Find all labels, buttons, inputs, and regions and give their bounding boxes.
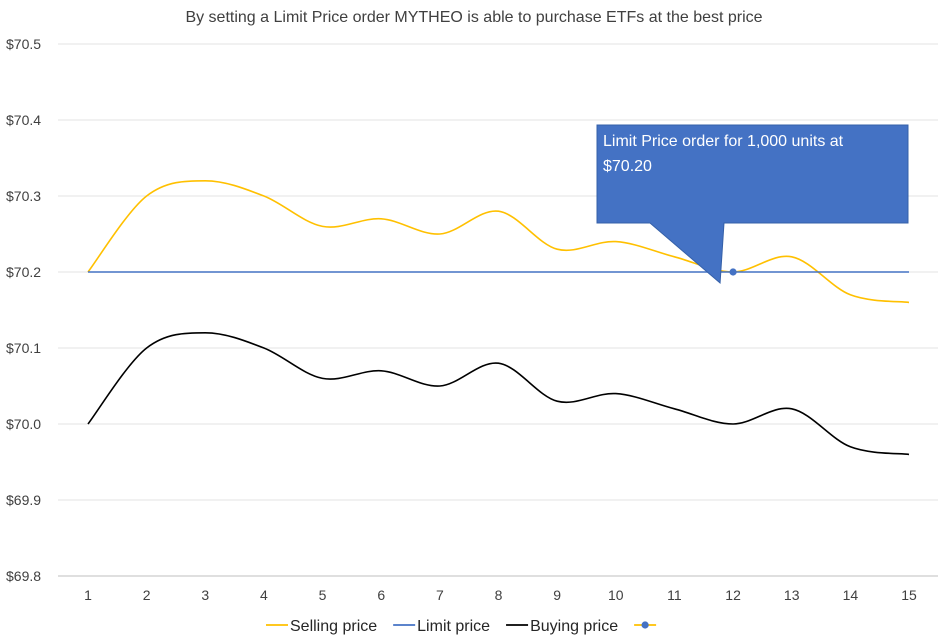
x-tick-label: 7	[436, 587, 444, 603]
x-tick-label: 6	[377, 587, 385, 603]
callout-text-line: Limit Price order for 1,000 units at	[603, 133, 844, 150]
x-tick-label: 8	[495, 587, 503, 603]
callout-box	[596, 124, 909, 285]
x-tick-label: 15	[901, 587, 917, 603]
y-tick-label: $70.0	[6, 416, 41, 432]
legend-label: Selling price	[290, 618, 377, 635]
x-tick-label: 5	[319, 587, 327, 603]
x-tick-label: 11	[667, 587, 682, 603]
y-tick-label: $70.1	[6, 340, 41, 356]
legend: Selling price Limit price Buying price	[266, 618, 657, 635]
chart-title: By setting a Limit Price order MYTHEO is…	[185, 9, 762, 26]
gridlines	[58, 43, 938, 577]
legend-marker	[641, 621, 649, 629]
buying-price-line	[87, 331, 910, 456]
x-tick-label: 12	[725, 587, 741, 603]
limit-fill-marker	[729, 268, 737, 276]
legend-item: Buying price	[506, 618, 618, 635]
x-tick-label: 4	[260, 587, 268, 603]
annotation-callout: Limit Price order for 1,000 units at $70.…	[596, 124, 909, 285]
legend-label: Buying price	[530, 618, 618, 635]
y-tick-label: $69.8	[6, 568, 41, 584]
x-tick-label: 10	[608, 587, 624, 603]
legend-label: Limit price	[417, 618, 490, 635]
legend-item: Selling price	[266, 618, 377, 635]
x-tick-label: 13	[784, 587, 800, 603]
y-tick-label: $70.4	[6, 112, 41, 128]
y-tick-label: $70.5	[6, 36, 41, 52]
x-axis-ticks: 1 2 3 4 5 6 7 8 9 10 11 12 13 14 15	[84, 587, 917, 603]
x-tick-label: 3	[201, 587, 209, 603]
y-axis-ticks: $69.8 $69.9 $70.0 $70.1 $70.2 $70.3 $70.4 $70.5	[6, 36, 41, 584]
legend-item	[634, 621, 657, 629]
y-tick-label: $69.9	[6, 492, 41, 508]
x-tick-label: 9	[553, 587, 561, 603]
selling-price-line	[87, 179, 910, 304]
legend-item: Limit price	[393, 618, 490, 635]
callout-text-line: $70.20	[603, 158, 652, 175]
y-tick-label: $70.3	[6, 188, 41, 204]
x-tick-label: 2	[143, 587, 151, 603]
x-tick-label: 14	[843, 587, 859, 603]
x-tick-label: 1	[84, 587, 92, 603]
series-lines	[87, 179, 910, 456]
y-tick-label: $70.2	[6, 264, 41, 280]
